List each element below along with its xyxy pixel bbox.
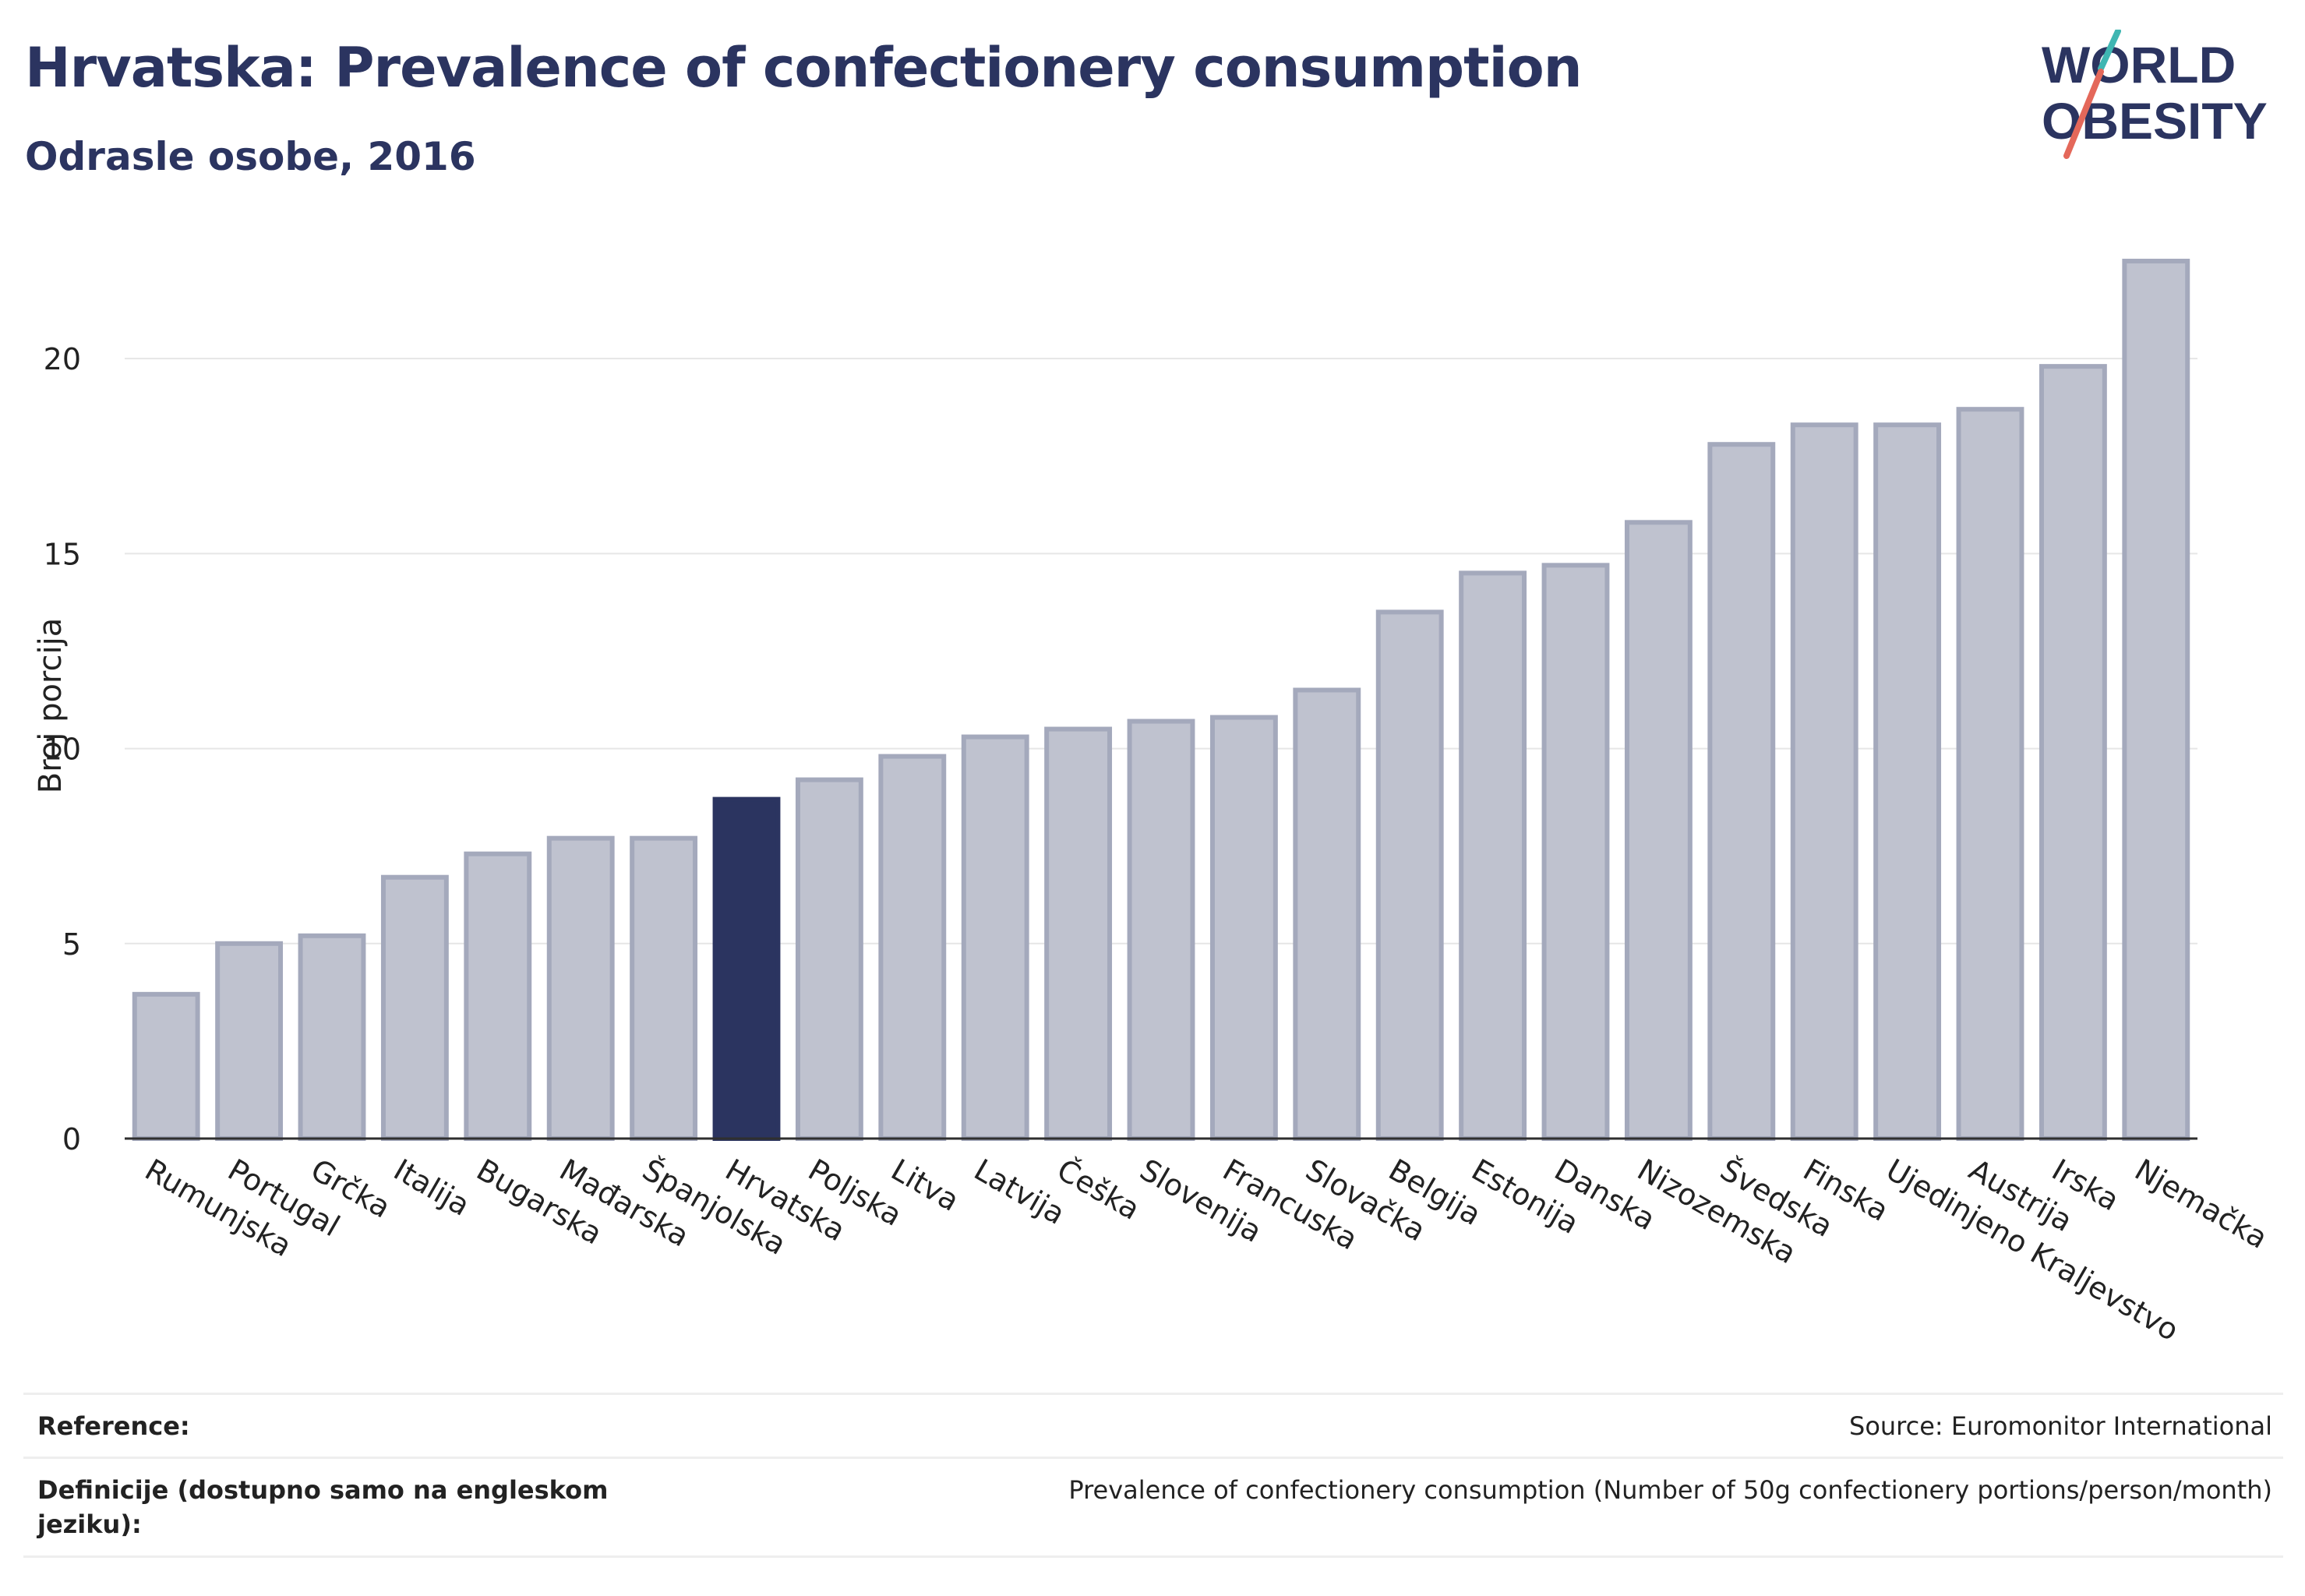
bar <box>878 754 947 1141</box>
reference-value: Source: Euromonitor International <box>1849 1411 2272 1441</box>
bar <box>1044 726 1113 1141</box>
y-tick-label: 20 <box>44 342 81 376</box>
bar-chart: 0 5 10 15 20 RumunjskaPortugalGrčkaItalijaBu… <box>33 259 2274 1348</box>
footer-definition-row: Definicije (dostupno samo na engleskom j… <box>23 1457 2283 1558</box>
bar <box>1624 520 1693 1141</box>
definition-label: Definicije (dostupno samo na engleskom j… <box>37 1475 609 1539</box>
footer-reference-row: Reference: Source: Euromonitor Internati… <box>23 1393 2283 1459</box>
bar <box>1707 442 1776 1141</box>
bar <box>380 874 449 1142</box>
bar <box>215 941 284 1141</box>
bar <box>2122 259 2190 1141</box>
chart-subtitle: Odrasle osobe, 2016 <box>25 134 476 179</box>
bar <box>795 777 863 1141</box>
y-axis-title: Broj porcija <box>33 618 69 793</box>
y-tick-labels: 0 5 10 15 20 <box>44 342 81 1156</box>
y-tick-label: 10 <box>44 733 81 767</box>
y-tick-label: 15 <box>44 537 81 571</box>
bar <box>712 796 781 1141</box>
logo-text-world: WORLD <box>2042 36 2236 94</box>
y-tick-label: 0 <box>62 1122 81 1156</box>
logo-slash-teal <box>2098 30 2121 72</box>
bar <box>2038 364 2107 1141</box>
bar <box>298 933 366 1141</box>
bar <box>1293 687 1361 1141</box>
x-tick-label: Njemačka <box>2129 1153 2273 1255</box>
definition-value: Prevalence of confectionery consumption … <box>1068 1475 2272 1505</box>
x-tick-label: Češka <box>1051 1153 1145 1227</box>
bar <box>132 991 200 1141</box>
x-tick-labels: RumunjskaPortugalGrčkaItalijaBugarskaMađ… <box>139 1153 2274 1348</box>
bar <box>1956 407 2024 1141</box>
bar <box>546 835 615 1141</box>
bar <box>961 734 1029 1141</box>
bar <box>1541 563 1610 1141</box>
bars <box>132 259 2190 1142</box>
bar <box>1127 719 1195 1141</box>
world-obesity-logo: WORLD OBESITY <box>2042 30 2268 159</box>
bar <box>1790 422 1858 1141</box>
bar <box>464 851 532 1141</box>
x-tick-label: Latvija <box>969 1153 1071 1231</box>
bar <box>1375 609 1444 1141</box>
logo-slash-coral <box>2063 69 2104 159</box>
bar <box>1873 422 1942 1141</box>
bar <box>630 835 698 1141</box>
reference-label: Reference: <box>37 1411 190 1441</box>
chart-title: Hrvatska: Prevalence of confectionery co… <box>25 36 1583 100</box>
bar <box>1459 570 1527 1141</box>
y-tick-label: 5 <box>62 927 81 962</box>
bar <box>1209 715 1278 1141</box>
x-tick-label: Italija <box>388 1153 475 1223</box>
footer: Reference: Source: Euromonitor Internati… <box>23 1393 2283 1558</box>
